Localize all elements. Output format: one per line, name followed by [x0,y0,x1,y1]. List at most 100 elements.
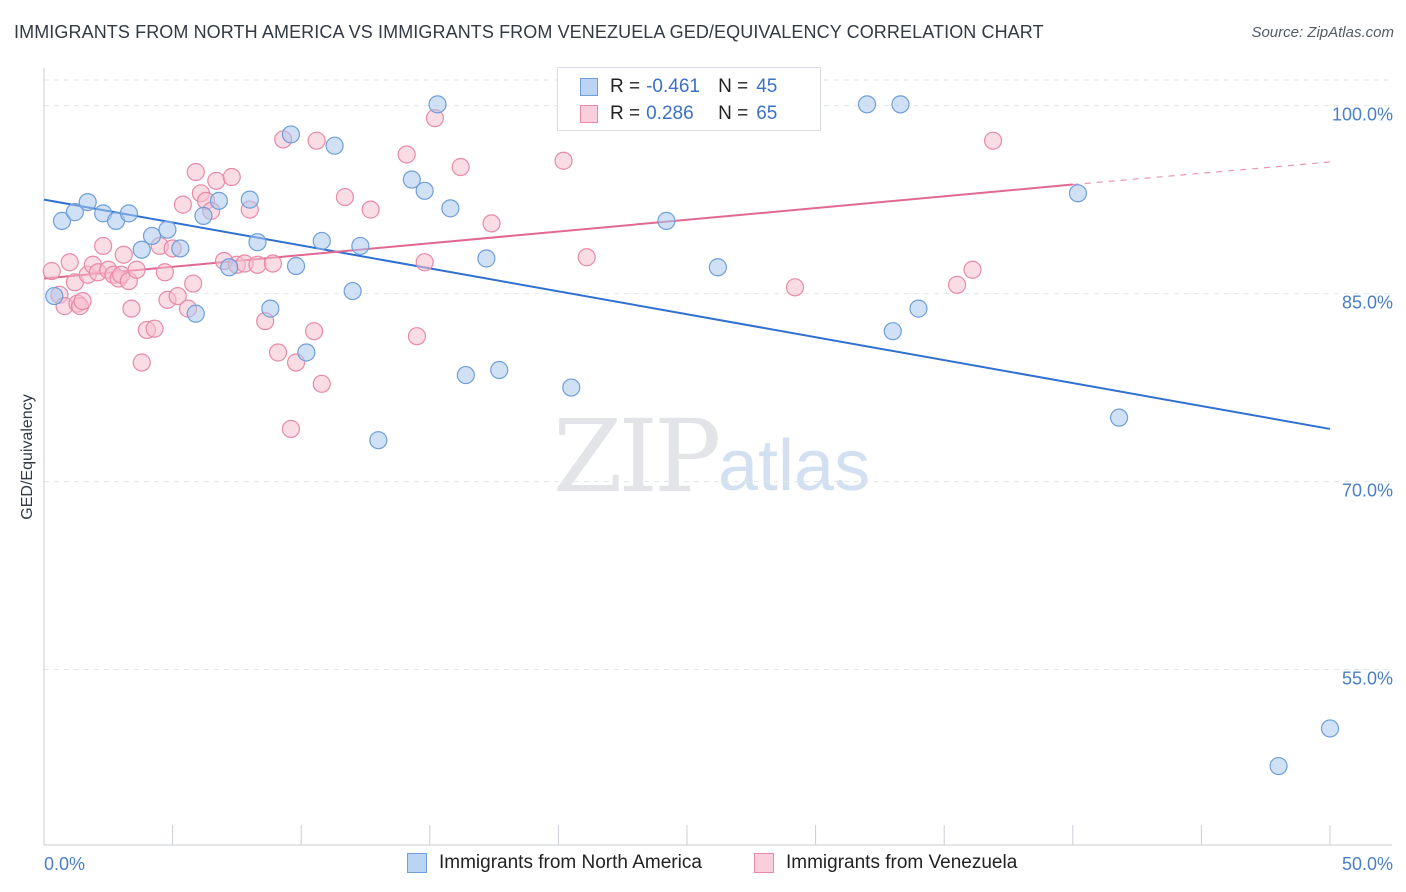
source-label: Source: ZipAtlas.com [1251,24,1394,41]
point-north-america [1320,719,1340,738]
axes [43,68,1392,846]
point-venezuela [60,253,79,272]
point-north-america [415,181,434,200]
legend-r-value: -0.461 [646,76,700,97]
legend-r-label: R = [610,76,641,97]
legend-row-north-america: R = -0.461 N = 45 [580,75,777,99]
y-tick-label: 100.0% [1332,105,1393,125]
point-venezuela [554,151,573,170]
point-north-america [708,258,727,277]
x-tick-label: 50.0% [1342,854,1393,874]
legend-swatch-pink [580,105,598,123]
point-north-america [441,199,460,218]
point-north-america [171,239,190,258]
legend-n-value: 45 [756,76,778,97]
point-venezuela [304,322,324,341]
point-north-america [220,258,239,277]
point-north-america [158,220,177,239]
point-north-america [286,256,306,276]
point-north-america [119,204,138,223]
watermark-zip: ZIP [553,398,721,515]
point-north-america [142,226,162,246]
point-venezuela [263,254,283,273]
point-venezuela [73,292,92,311]
data-points [42,95,1340,776]
point-north-america [657,211,676,230]
point-north-america [883,322,902,341]
point-north-america [240,190,259,209]
point-north-america [402,170,421,189]
point-north-america [1068,184,1088,203]
point-north-america [909,299,928,318]
point-venezuela [122,299,141,318]
point-venezuela [335,187,355,207]
point-venezuela [307,131,326,150]
point-venezuela [248,255,267,274]
point-north-america [477,249,496,268]
chart-title: IMMIGRANTS FROM NORTH AMERICA VS IMMIGRA… [14,22,1044,42]
point-north-america [209,191,228,210]
bottom-legend-venezuela: Immigrants from Venezuela [754,852,1017,874]
point-north-america [297,343,316,362]
point-north-america [456,365,475,385]
point-venezuela [577,248,596,267]
point-venezuela [983,131,1003,150]
legend-r-value: 0.286 [646,103,694,124]
point-north-america [78,192,97,212]
point-north-america [1269,756,1288,776]
legend-swatch-blue [580,78,598,96]
point-venezuela [186,162,205,182]
point-venezuela [173,195,192,214]
point-venezuela [397,145,416,164]
bottom-legend-swatch-pink [754,853,774,873]
point-venezuela [94,236,113,256]
point-venezuela [155,263,174,282]
point-north-america [186,304,205,323]
point-north-america [194,206,213,225]
point-north-america [351,236,370,256]
legend-n-value: 65 [756,103,778,124]
legend-box: R = -0.461 N = 45 R = 0.286 N = 65 [557,67,821,131]
point-venezuela [312,374,331,393]
point-venezuela [785,278,805,297]
x-tick-label: 0.0% [44,854,85,874]
legend-r-label: R = [610,103,641,124]
point-north-america [428,95,447,114]
trendline-north-america [43,198,1331,430]
point-venezuela [415,253,434,272]
legend-n-label: N = [718,76,749,97]
point-north-america [369,431,388,450]
point-north-america [857,95,877,114]
point-north-america [343,281,362,301]
point-north-america [248,233,267,252]
point-north-america [65,203,84,222]
trendline-venezuela-extension [1072,161,1331,186]
point-north-america [1109,408,1129,427]
tick-labels: 55.0% 70.0% 85.0% 100.0% 0.0% 50.0% [44,105,1393,874]
point-north-america [312,231,331,251]
point-venezuela [114,245,133,264]
bottom-legend-swatch-blue [407,853,427,873]
point-north-america [52,211,72,230]
legend-n-label: N = [718,103,749,124]
point-north-america [132,240,151,259]
y-tick-label: 55.0% [1342,669,1393,689]
point-north-america [490,360,509,380]
point-venezuela [361,200,380,219]
bottom-legend-label: Immigrants from North America [439,852,702,873]
point-venezuela [207,171,226,190]
legend-row-venezuela: R = 0.286 N = 65 [580,102,777,126]
trendlines [43,161,1331,430]
point-venezuela [168,286,187,306]
point-venezuela [407,327,427,346]
point-venezuela [947,275,967,294]
point-venezuela [184,274,203,293]
point-north-america [261,299,280,318]
gridlines [44,79,1392,671]
point-north-america [281,125,301,144]
point-venezuela [268,343,288,362]
y-tick-label: 85.0% [1342,293,1393,313]
point-venezuela [132,353,151,372]
point-venezuela [451,157,470,177]
